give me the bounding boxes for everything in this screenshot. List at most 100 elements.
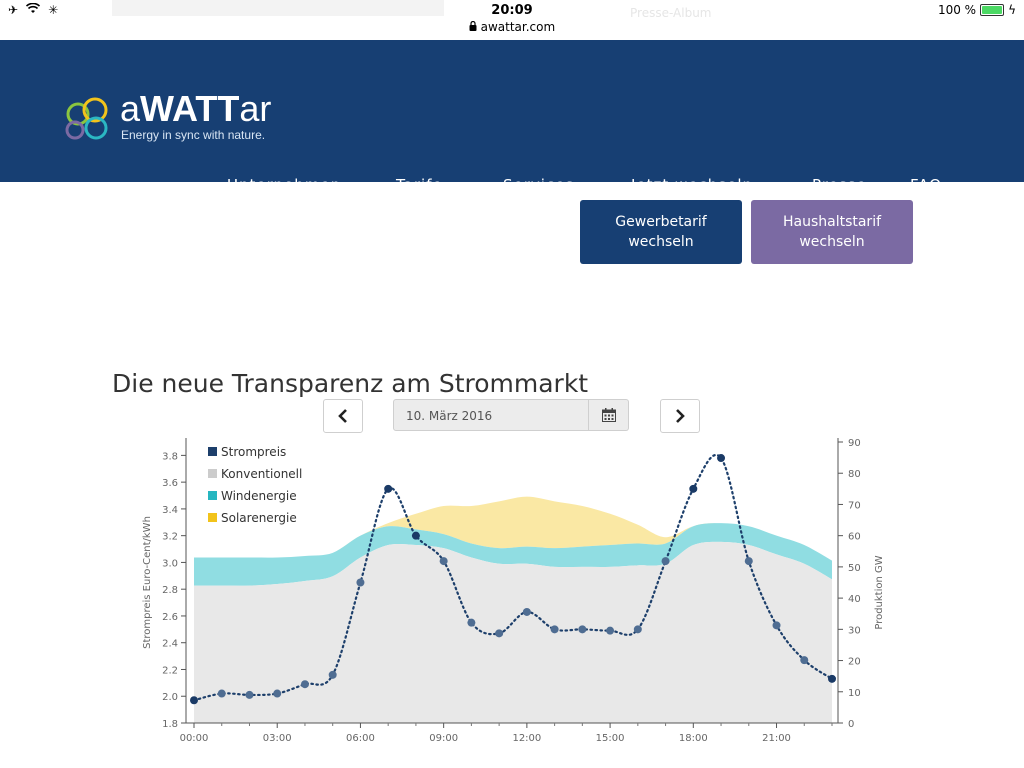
strompreis-point (495, 629, 504, 638)
x-tick-label: 06:00 (346, 733, 375, 744)
button-label-line1: Haushaltstarif (782, 214, 882, 230)
x-tick-label: 21:00 (762, 733, 791, 744)
date-input[interactable]: 10. März 2016 (393, 399, 589, 431)
legend-windenergie-swatch (208, 491, 217, 500)
chevron-right-icon (676, 409, 685, 423)
strompreis-point (800, 656, 809, 665)
ghost-image-strip (112, 0, 444, 16)
energy-price-chart: 1.8 2.0 2.2 2.4 2.6 2.8 3.0 3.2 3.4 3.6 3.8 0 10 20 30… (142, 438, 885, 744)
status-icons-right: 100 % ϟ (938, 3, 1016, 17)
strompreis-point (190, 696, 198, 705)
nav-item-presse[interactable]: Presse (812, 176, 867, 194)
legend-strompreis-swatch (208, 447, 217, 456)
strompreis-line (192, 454, 834, 702)
chevron-down-icon: » (755, 181, 769, 190)
strompreis-point (661, 557, 670, 566)
y-right-tick-label: 0 (848, 719, 854, 730)
wifi-icon (26, 2, 41, 17)
previous-day-button[interactable] (323, 399, 363, 433)
strompreis-point (467, 618, 476, 627)
strompreis-point (606, 626, 615, 635)
strompreis-point (717, 454, 726, 463)
y-right-tick-label: 50 (848, 563, 861, 574)
airplane-icon: ✈ (8, 3, 19, 17)
main-nav: Unternehmen» Tarife» Services» Jetzt wec… (0, 176, 1024, 196)
wind-area (194, 523, 832, 586)
section-title: Die neue Transparenz am Strommarkt (112, 368, 589, 398)
legend-solarenergie: Solarenergie (221, 511, 297, 525)
y-right-tick-label: 20 (848, 657, 861, 668)
chevron-down-icon: » (445, 181, 459, 190)
strompreis-point (772, 621, 781, 630)
logo-wordmark: aWATTar (120, 88, 272, 129)
logo-rings-icon (65, 97, 108, 140)
legend-windenergie: Windenergie (221, 489, 297, 503)
y-left-tick-label: 1.8 (162, 719, 178, 730)
y-left-tick-label: 3.6 (162, 478, 178, 489)
strompreis-point (245, 690, 254, 699)
konventionell-area (194, 541, 832, 723)
strompreis-point (578, 625, 587, 634)
strompreis-point (689, 484, 698, 493)
nav-item-faq[interactable]: FAQ (910, 176, 943, 194)
status-icons-left: ✈ ✳ (8, 2, 59, 17)
battery-icon (980, 4, 1005, 16)
y-left-tick-label: 2.4 (162, 639, 178, 650)
y-left-axis-label: Strompreis Euro-Cent/kWh (142, 516, 153, 649)
solar-area (194, 496, 832, 561)
y-right-tick-label: 80 (848, 469, 861, 480)
y-left-tick-label: 2.8 (162, 585, 178, 596)
y-left-tick-label: 3.4 (162, 505, 178, 516)
strompreis-point (522, 607, 531, 616)
strompreis-point (411, 531, 420, 540)
x-tick-label: 03:00 (263, 733, 292, 744)
y-left-tick-label: 2.0 (162, 692, 178, 703)
nav-item-unternehmen[interactable]: Unternehmen» (227, 176, 357, 194)
gewerbetarif-wechseln-button[interactable]: Gewerbetarif wechseln (580, 200, 742, 264)
strompreis-point (439, 557, 448, 566)
y-right-tick-label: 90 (848, 438, 861, 449)
button-label-line2: wechseln (799, 234, 865, 250)
strompreis-point (384, 484, 393, 493)
activity-icon: ✳ (48, 3, 59, 17)
chevron-down-icon: » (343, 181, 357, 190)
button-label-line2: wechseln (628, 234, 694, 250)
strompreis-point (744, 557, 753, 566)
strompreis-point (217, 689, 226, 698)
legend-konventionell-swatch (208, 469, 217, 478)
strompreis-point (300, 680, 309, 689)
nav-item-tarife[interactable]: Tarife» (396, 176, 459, 194)
nav-item-services[interactable]: Services» (503, 176, 590, 194)
url-bar[interactable]: awattar.com (0, 20, 1024, 34)
site-header: aWATTar Energy in sync with nature. Unte… (0, 40, 1024, 194)
strompreis-point (328, 670, 337, 679)
legend-konventionell: Konventionell (221, 467, 302, 481)
y-right-axis-label: Produktion GW (874, 555, 885, 629)
calendar-button[interactable] (589, 399, 629, 431)
strompreis-point (550, 625, 559, 634)
next-day-button[interactable] (660, 399, 700, 433)
strompreis-point (356, 578, 365, 587)
haushaltstarif-wechseln-button[interactable]: Haushaltstarif wechseln (751, 200, 913, 264)
legend-solarenergie-swatch (208, 513, 217, 522)
x-tick-label: 15:00 (596, 733, 625, 744)
nav-item-jetzt-wechseln[interactable]: Jetzt wechseln» (631, 176, 769, 194)
x-tick-label: 18:00 (679, 733, 708, 744)
y-left-tick-label: 3.8 (162, 451, 178, 462)
y-right-tick-label: 40 (848, 594, 861, 605)
y-right-tick-label: 70 (848, 500, 861, 511)
logo-tagline: Energy in sync with nature. (121, 128, 266, 142)
x-tick-label: 12:00 (512, 733, 541, 744)
x-tick-label: 00:00 (180, 733, 209, 744)
y-left-tick-label: 3.0 (162, 558, 178, 569)
url-text: awattar.com (480, 20, 556, 34)
y-left-tick-label: 2.2 (162, 665, 178, 676)
strompreis-point (273, 689, 282, 698)
clock: 20:09 (491, 3, 533, 18)
strompreis-point (633, 625, 642, 634)
charging-icon: ϟ (1008, 3, 1016, 17)
chevron-down-icon: » (576, 181, 590, 190)
lock-icon (469, 20, 481, 34)
ios-status-bar: Presse-Album ✈ ✳ 20:09 awattar.com 100 %… (0, 0, 1024, 40)
battery-percent: 100 % (937, 3, 977, 17)
